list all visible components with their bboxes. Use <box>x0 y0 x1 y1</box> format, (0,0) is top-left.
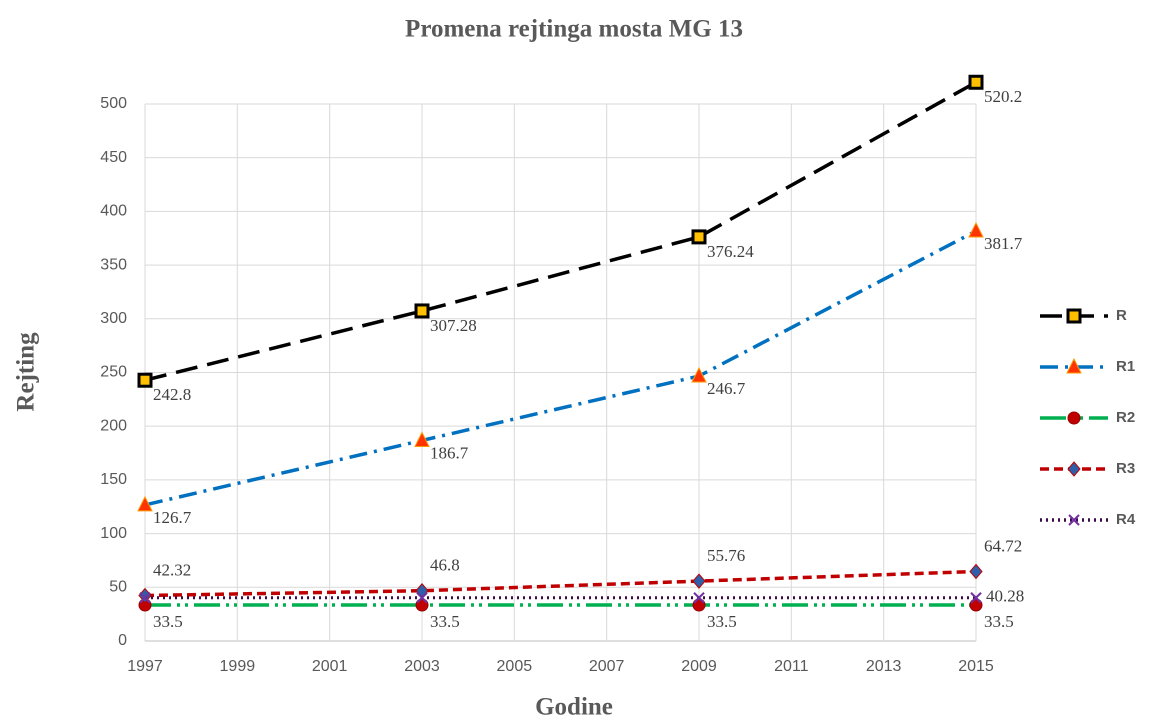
series-line <box>144 229 977 507</box>
series-line <box>144 569 977 598</box>
y-tick-label: 300 <box>100 310 127 327</box>
chart-title: Promena rejtinga mosta MG 13 <box>405 16 743 43</box>
data-label: 33.5 <box>153 612 183 631</box>
x-tick-label: 2005 <box>497 658 533 675</box>
data-label: 33.5 <box>430 612 460 631</box>
marker <box>691 366 707 383</box>
data-label: 42.32 <box>153 560 191 579</box>
marker <box>968 221 984 238</box>
marker <box>969 563 983 580</box>
y-axis-label: Rejting <box>13 332 40 412</box>
data-label: 33.5 <box>707 612 737 631</box>
data-label: 242.8 <box>153 385 191 404</box>
marker <box>1068 514 1080 526</box>
y-tick-label: 350 <box>100 256 127 273</box>
marker <box>968 74 984 90</box>
marker <box>415 582 429 599</box>
marker <box>1067 461 1081 477</box>
y-tick-label: 500 <box>100 95 127 112</box>
data-label: 40.28 <box>986 587 1024 606</box>
legend-label: R3 <box>1116 460 1135 477</box>
x-tick-label: 1999 <box>220 658 256 675</box>
y-tick-label: 150 <box>100 471 127 488</box>
data-label: 33.5 <box>984 612 1014 631</box>
y-tick-label: 100 <box>100 525 127 542</box>
data-label: 381.7 <box>984 234 1023 253</box>
y-tick-label: 450 <box>100 149 127 166</box>
legend-label: R4 <box>1116 511 1136 528</box>
x-tick-label: 2007 <box>589 658 625 675</box>
marker <box>970 592 982 604</box>
x-tick-label: 2011 <box>774 658 809 675</box>
legend-label: R1 <box>1116 358 1135 375</box>
data-label: 307.28 <box>430 316 477 335</box>
marker <box>1066 308 1082 324</box>
y-tick-label: 250 <box>100 364 127 381</box>
data-label: 520.2 <box>984 87 1022 106</box>
y-tick-label: 50 <box>109 579 127 596</box>
legend-label: R2 <box>1116 409 1135 426</box>
data-label: 186.7 <box>430 443 469 462</box>
y-tick-label: 200 <box>100 417 127 434</box>
series-line <box>144 80 977 382</box>
x-tick-label: 2009 <box>681 658 717 675</box>
y-tick-label: 0 <box>118 632 127 649</box>
marker <box>414 303 430 319</box>
marker <box>1067 411 1081 425</box>
x-tick-label: 1997 <box>127 658 163 675</box>
marker <box>1066 357 1082 374</box>
data-label: 126.7 <box>153 508 192 527</box>
x-axis-label: Godine <box>535 694 613 721</box>
marker <box>691 229 707 245</box>
x-tick-label: 2015 <box>958 658 994 675</box>
marker <box>137 495 153 512</box>
marker <box>692 573 706 589</box>
data-label: 46.8 <box>430 556 460 575</box>
legend-label: R <box>1116 307 1127 324</box>
marker <box>693 592 705 604</box>
x-tick-label: 2003 <box>404 658 440 675</box>
x-tick-label: 2013 <box>866 658 902 675</box>
marker <box>416 592 428 604</box>
x-tick-label: 2001 <box>312 658 348 675</box>
data-label: 376.24 <box>707 242 754 261</box>
marker <box>137 372 153 388</box>
data-label: 55.76 <box>707 546 745 565</box>
marker <box>414 431 430 447</box>
y-tick-label: 400 <box>100 203 127 220</box>
data-label: 246.7 <box>707 379 746 398</box>
data-label: 64.72 <box>984 536 1022 555</box>
marker <box>139 592 151 604</box>
